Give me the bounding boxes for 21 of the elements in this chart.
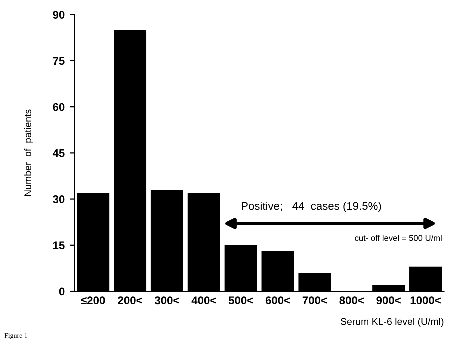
x-tick-label: 500< [228, 296, 254, 305]
x-tick-label: 700< [302, 296, 328, 305]
y-tick-label: 45 [52, 150, 65, 158]
y-tick-label: 75 [53, 57, 65, 66]
x-axis-title: Serum KL-6 level (U/ml) [340, 318, 444, 328]
y-tick-label: 0 [59, 288, 65, 296]
x-tick-label: 900< [376, 296, 401, 305]
y-tick-label: 30 [53, 196, 65, 204]
y-tick-label: 60 [53, 103, 65, 112]
x-tick-label: 200< [118, 296, 142, 305]
annotation: cut- off level = 500 U/ml [355, 235, 442, 242]
x-tick-label: 400< [192, 296, 216, 305]
y-tick-label: 90 [53, 11, 65, 19]
x-tick-label: 600< [266, 296, 290, 305]
y-tick-label: 15 [53, 242, 65, 250]
annotation: Positive; 44 cases (19.5%) [242, 202, 382, 212]
x-tick-label: 800< [340, 296, 364, 305]
y-axis-title: Number of patients [24, 110, 34, 196]
x-tick-label: 300< [154, 296, 180, 305]
x-tick-label: ≤200 [81, 296, 106, 305]
x-tick-label: 1000< [410, 296, 441, 305]
